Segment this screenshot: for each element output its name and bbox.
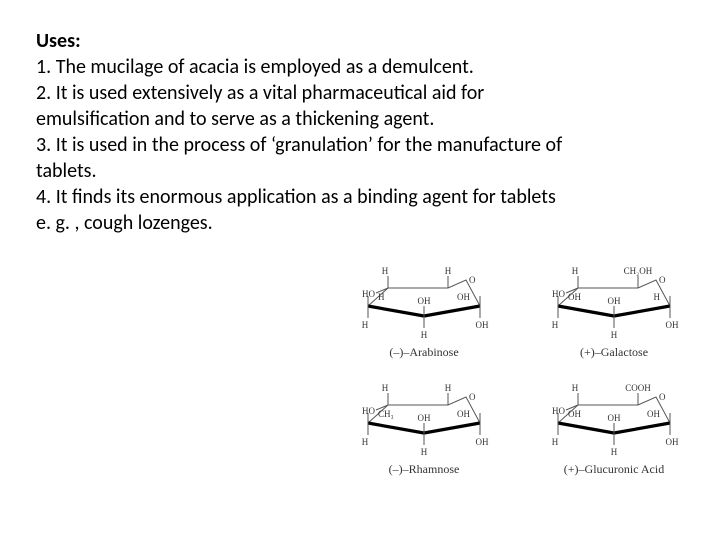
svg-text:OH: OH [568, 292, 581, 302]
svg-text:COOH: COOH [625, 383, 651, 393]
svg-text:H: H [421, 330, 428, 340]
svg-text:OH: OH [418, 413, 431, 423]
uses-line: e. g. , cough lozenges. [36, 210, 684, 236]
svg-text:OH: OH [568, 409, 581, 419]
molecule-svg: OHHOCH₂OHOHHOHHHOH [544, 254, 684, 344]
uses-line: emulsification and to serve as a thicken… [36, 106, 684, 132]
molecule-svg: OHHOHHHOHHOHOH [354, 254, 494, 344]
svg-text:O: O [469, 275, 476, 285]
uses-line: 1. The mucilage of acacia is employed as… [36, 54, 684, 80]
svg-text:H: H [382, 383, 389, 393]
svg-text:H: H [552, 437, 559, 447]
molecule-svg: OHHOHCH₃HOHHOHOH [354, 371, 494, 461]
molecule-label: (+)–Glucuronic Acid [564, 462, 664, 478]
molecule-grid: OHHOHHHOHHOHOH (–)–Arabinose OHHOCH₂OHOH… [354, 254, 684, 477]
svg-text:HO: HO [362, 289, 375, 299]
svg-text:O: O [659, 392, 666, 402]
svg-text:H: H [654, 292, 661, 302]
svg-text:OH: OH [608, 296, 621, 306]
molecule-glucuronic-acid: OHHOCOOHOHHOHHOHOH (+)–Glucuronic Acid [544, 371, 684, 478]
svg-text:H: H [572, 266, 579, 276]
molecule-galactose: OHHOCH₂OHOHHOHHHOH (+)–Galactose [544, 254, 684, 361]
svg-text:H: H [445, 383, 452, 393]
molecule-label: (–)–Arabinose [389, 345, 458, 361]
svg-text:OH: OH [457, 292, 470, 302]
svg-text:OH: OH [418, 296, 431, 306]
svg-text:H: H [362, 320, 369, 330]
svg-text:H: H [421, 447, 428, 457]
svg-text:CH₃: CH₃ [378, 409, 394, 419]
molecule-diagram-area: OHHOHHHOHHOHOH (–)–Arabinose OHHOCH₂OHOH… [36, 254, 684, 477]
uses-heading: Uses: [36, 28, 684, 54]
svg-text:H: H [378, 292, 385, 302]
svg-text:HO: HO [552, 406, 565, 416]
svg-text:O: O [469, 392, 476, 402]
svg-text:O: O [659, 275, 666, 285]
svg-text:H: H [611, 447, 618, 457]
uses-line: 3. It is used in the process of ‘granula… [36, 132, 684, 158]
uses-text-block: Uses: 1. The mucilage of acacia is emplo… [36, 28, 684, 236]
svg-text:H: H [552, 320, 559, 330]
svg-text:H: H [611, 330, 618, 340]
molecule-rhamnose: OHHOHCH₃HOHHOHOH (–)–Rhamnose [354, 371, 494, 478]
svg-text:H: H [362, 437, 369, 447]
svg-text:H: H [445, 266, 452, 276]
molecule-label: (+)–Galactose [580, 345, 648, 361]
svg-text:H: H [382, 266, 389, 276]
svg-text:OH: OH [476, 320, 489, 330]
molecule-label: (–)–Rhamnose [389, 462, 460, 478]
uses-line: tablets. [36, 158, 684, 184]
svg-text:OH: OH [476, 437, 489, 447]
molecule-arabinose: OHHOHHHOHHOHOH (–)–Arabinose [354, 254, 494, 361]
svg-text:OH: OH [666, 437, 679, 447]
svg-text:OH: OH [666, 320, 679, 330]
uses-line: 4. It finds its enormous application as … [36, 184, 684, 210]
svg-text:CH₂OH: CH₂OH [624, 266, 653, 276]
svg-text:OH: OH [608, 413, 621, 423]
svg-text:OH: OH [647, 409, 660, 419]
svg-text:HO: HO [362, 406, 375, 416]
molecule-svg: OHHOCOOHOHHOHHOHOH [544, 371, 684, 461]
uses-line: 2. It is used extensively as a vital pha… [36, 80, 684, 106]
svg-text:HO: HO [552, 289, 565, 299]
svg-text:H: H [572, 383, 579, 393]
svg-text:OH: OH [457, 409, 470, 419]
